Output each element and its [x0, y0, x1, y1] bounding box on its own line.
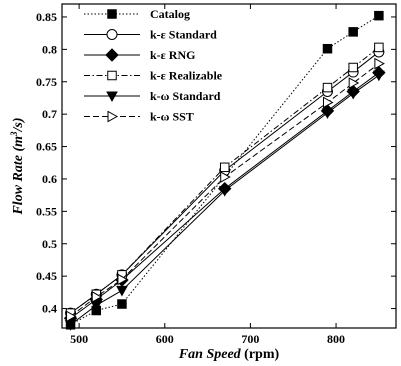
x-tick-label: 700: [241, 332, 259, 346]
legend-entry-k-epsilon-realizable: k-ε Realizable: [84, 69, 223, 83]
data-point: [117, 299, 127, 309]
legend-label: k-ω SST: [150, 110, 194, 124]
y-tick-label: 0.5: [42, 237, 57, 251]
data-point: [322, 82, 333, 93]
data-point: [348, 27, 358, 37]
x-tick-label: 600: [156, 332, 174, 346]
data-point: [91, 291, 103, 303]
legend-label: Catalog: [150, 7, 190, 21]
legend-entry-catalog: Catalog: [84, 7, 190, 21]
y-tick-label: 0.7: [42, 107, 57, 121]
series-layer: [63, 10, 386, 331]
y-tick-label: 0.55: [36, 204, 57, 218]
data-point: [321, 108, 334, 119]
data-point: [90, 300, 103, 312]
legend-label: k-ε Realizable: [150, 69, 223, 83]
legend-label: k-ε RNG: [150, 48, 195, 62]
x-tick-label: 800: [327, 332, 345, 346]
legend-marker: [107, 110, 119, 123]
data-point: [218, 186, 231, 197]
legend-marker: [106, 29, 118, 40]
data-point: [219, 162, 230, 173]
legend-marker: [107, 9, 117, 19]
y-axis-title: Flow Rate (m3/s): [9, 117, 26, 215]
legend-entry-k-epsilon-rng: k-ε RNG: [84, 48, 195, 62]
data-point: [322, 96, 334, 109]
series-k-omega-standard: [64, 70, 385, 331]
series-k-omega-sst: [66, 57, 385, 323]
legend-marker: [106, 91, 118, 103]
legend-entry-k-omega-standard: k-ω Standard: [84, 89, 221, 103]
x-axis-title: Fan Speed (rpm): [178, 347, 280, 362]
data-point: [374, 42, 384, 53]
y-tick-label: 0.8: [42, 42, 57, 56]
data-point: [116, 285, 128, 297]
x-tick-label: 500: [70, 332, 88, 346]
data-point: [66, 310, 77, 323]
y-tick-label: 0.85: [36, 10, 57, 24]
data-point: [348, 62, 358, 73]
data-point: [348, 77, 360, 89]
data-point: [347, 88, 360, 100]
data-point: [374, 57, 385, 70]
y-tick-label: 0.45: [36, 269, 57, 283]
y-tick-label: 0.4: [42, 302, 57, 316]
y-tick-label: 0.6: [42, 172, 57, 186]
legend-entry-k-omega-sst: k-ω SST: [84, 110, 194, 124]
y-tick-label: 0.65: [36, 140, 57, 154]
data-point: [322, 43, 333, 54]
axis-ticks: 500 600 700 800 0.4 0.45 0.5 0.55 0.6 0.65 0.7 0.75…: [36, 4, 396, 346]
y-tick-label: 0.75: [36, 75, 57, 89]
data-point: [373, 70, 385, 82]
legend-label: k-ω Standard: [150, 89, 221, 103]
legend: Catalog k-ε Standard k-ε RNG k-ε Realizable…: [84, 7, 223, 124]
legend-label: k-ε Standard: [150, 28, 217, 42]
data-point: [64, 320, 77, 331]
series-line: [70, 74, 380, 326]
legend-marker: [107, 70, 117, 81]
data-point: [374, 10, 384, 21]
data-point: [117, 273, 128, 286]
data-point: [220, 171, 231, 183]
plot-frame: [61, 3, 397, 329]
legend-entry-k-epsilon-standard: k-ε Standard: [84, 28, 217, 42]
legend-marker: [105, 48, 119, 62]
